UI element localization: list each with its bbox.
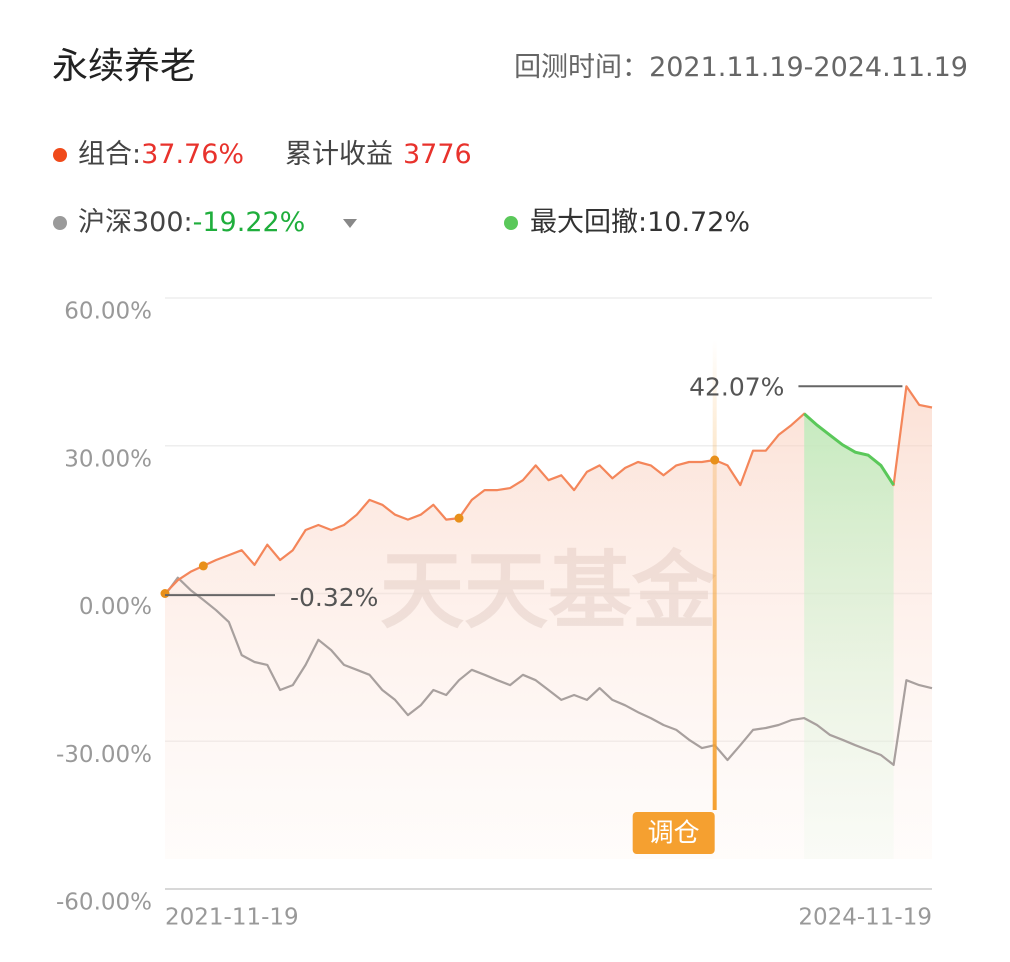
dropdown-arrow[interactable] [343, 219, 357, 228]
legend-item: 组合:37.76% [78, 139, 244, 170]
legend-item: 沪深300:-19.22% [78, 207, 305, 238]
y-tick-label: -30.00% [56, 742, 152, 768]
marker-dot [198, 561, 208, 571]
marker-dot [454, 513, 464, 523]
marker-dot [160, 589, 170, 598]
legend: 组合:37.76% 累计收益 3776 沪深300:-19.22% 最大回撤:10.72… [53, 139, 750, 238]
series-line [164, 576, 933, 766]
rebalance-line [712, 340, 717, 810]
cumulative-label: 累计收益 [285, 139, 393, 170]
legend-dot [504, 216, 518, 230]
area [165, 386, 932, 859]
legend-name: 沪深300: [78, 207, 193, 238]
title: 永续养老 [52, 46, 196, 87]
legend-return: -19.22% [193, 207, 306, 238]
period-value: 2021.11.19-2024.11.19 [649, 52, 968, 83]
y-tick-label: -60.00% [56, 890, 152, 916]
legend-dot [53, 148, 67, 162]
y-tick-label: 0.00% [79, 594, 152, 620]
drawdown-name: 最大回撤: [530, 207, 647, 238]
annotation-label: -0.32% [290, 583, 378, 612]
x-tick-label: 2021-11-19 [165, 905, 299, 931]
x-tick-label: 2024-11-19 [798, 905, 932, 931]
period: 回测时间：2021.11.19-2024.11.19 [514, 52, 968, 83]
y-tick-label: 30.00% [64, 446, 152, 472]
marker-dot [710, 455, 720, 465]
legend-return: 37.76% [141, 139, 244, 170]
drawdown-area [804, 413, 894, 859]
drawdown-line [803, 412, 895, 486]
drawdown-value: 10.72% [647, 207, 750, 238]
rebalance-label: 调仓 [648, 819, 700, 849]
legend-name: 组合: [78, 139, 141, 170]
legend-drawdown: 最大回撤:10.72% [530, 207, 750, 238]
legend-cumulative: 累计收益 3776 [285, 139, 472, 170]
period-label: 回测时间： [514, 52, 649, 83]
plot: -60.00% -30.00% 0.00% 30.00% 60.00% 2021-11-1… [56, 297, 933, 931]
annotation-label: 42.07% [689, 372, 784, 401]
cumulative-value: 3776 [403, 139, 472, 170]
legend-dot [53, 216, 67, 230]
rebalance-badge [632, 812, 715, 854]
y-tick-label: 60.00% [64, 299, 152, 325]
